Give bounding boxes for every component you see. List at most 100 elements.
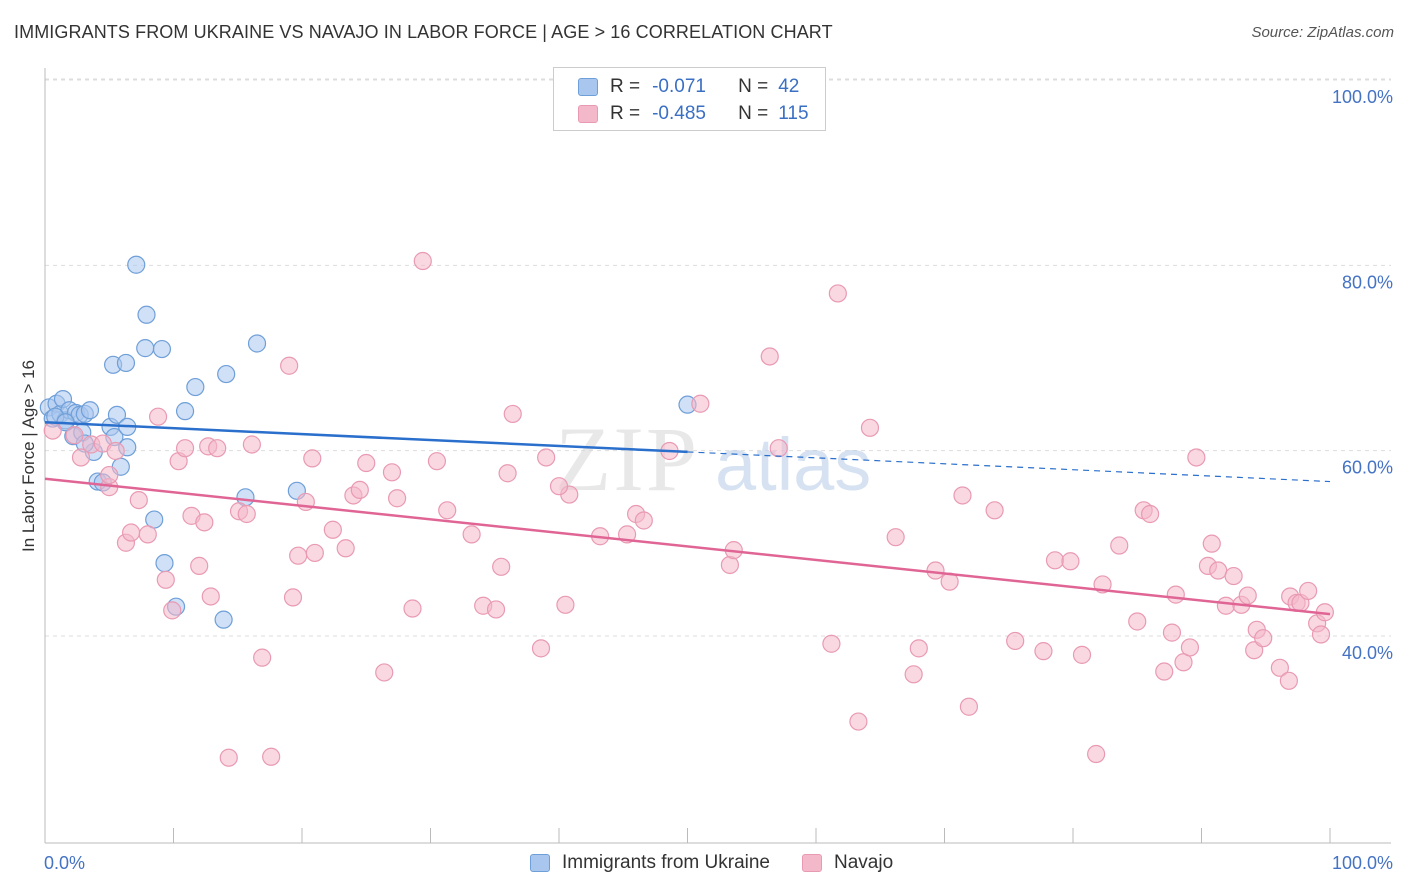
navajo-point <box>1202 534 1221 553</box>
navajo-swatch <box>578 105 598 123</box>
navajo-point <box>1045 551 1065 570</box>
navajo-point <box>1034 642 1053 661</box>
navajo-point <box>909 639 928 658</box>
navajo-point <box>129 491 148 510</box>
navajo-point <box>138 525 157 544</box>
navajo-point <box>1209 561 1228 580</box>
navajo-point <box>860 418 880 437</box>
navajo-point <box>926 561 945 580</box>
navajo-point <box>195 513 214 532</box>
navajo-point <box>350 480 369 500</box>
navajo-point <box>43 421 62 440</box>
navajo-point <box>175 439 195 458</box>
navajo-point <box>1238 586 1257 605</box>
navajo-point <box>1311 625 1331 644</box>
chart-title: IMMIGRANTS FROM UKRAINE VS NAVAJO IN LAB… <box>14 22 833 42</box>
navajo-point <box>438 501 457 520</box>
navajo-point <box>303 449 322 468</box>
ukraine-point <box>175 402 195 421</box>
navajo-point <box>208 439 227 458</box>
navajo-point <box>219 748 238 767</box>
navajo-point <box>289 546 308 565</box>
legend-ukraine-swatch <box>530 854 550 872</box>
ukraine-point <box>127 255 146 274</box>
navajo-point <box>498 464 517 483</box>
navajo-point <box>1072 645 1092 664</box>
navajo-point <box>556 595 575 614</box>
r-label: R = <box>610 103 641 124</box>
navajo-trend-line <box>44 477 1331 616</box>
chart-source: Source: ZipAtlas.com <box>1251 24 1394 41</box>
navajo-point <box>403 599 422 618</box>
n-label: N = <box>738 76 769 97</box>
legend-ukraine-label: Immigrants from Ukraine <box>562 852 770 873</box>
navajo-point <box>262 747 281 766</box>
series-navajo <box>43 251 1334 767</box>
trend-lines <box>44 421 1331 616</box>
navajo-point <box>503 404 522 424</box>
navajo-point <box>1140 504 1160 524</box>
navajo-point <box>492 557 511 576</box>
navajo-point <box>537 448 556 467</box>
ukraine-point <box>116 353 136 373</box>
navajo-point <box>106 441 125 461</box>
navajo-point <box>1270 658 1289 677</box>
x-tick-label-max: 100.0% <box>1332 853 1393 873</box>
navajo-point <box>387 489 407 508</box>
ukraine-trend-extension <box>687 451 1331 483</box>
navajo-point <box>305 543 324 563</box>
navajo-point <box>1162 623 1182 642</box>
y-tick-label: 100.0% <box>1332 87 1393 107</box>
navajo-point <box>849 712 868 731</box>
y-tick-label: 40.0% <box>1342 643 1393 663</box>
watermark: ZIP atlas <box>555 408 871 510</box>
ukraine-point <box>214 610 233 629</box>
navajo-point <box>100 465 119 485</box>
series-legend: Immigrants from Ukraine Navajo <box>530 852 925 874</box>
y-tick-label: 80.0% <box>1342 272 1393 292</box>
navajo-point <box>65 426 84 445</box>
ukraine-point <box>217 364 236 384</box>
y-tick-label: 60.0% <box>1342 458 1393 478</box>
stats-legend: R = -0.071 N = 42 R = -0.485 N = 115 <box>553 67 826 131</box>
navajo-point <box>953 486 972 505</box>
navajo-point <box>375 663 394 682</box>
navajo-point <box>1299 581 1318 601</box>
grid-lines: 40.0% 60.0% 80.0% 100.0% <box>45 78 1393 663</box>
legend-row-navajo: R = -0.485 N = 115 <box>578 101 809 127</box>
navajo-point <box>280 356 299 375</box>
navajo-point <box>531 639 551 658</box>
ukraine-r-value: -0.071 <box>652 76 706 97</box>
r-label: R = <box>610 76 641 97</box>
navajo-point <box>886 528 905 547</box>
legend-item-ukraine: Immigrants from Ukraine <box>530 852 770 874</box>
navajo-point <box>1187 448 1206 467</box>
navajo-n-value: 115 <box>778 103 809 124</box>
navajo-point <box>462 525 481 544</box>
ukraine-point <box>137 305 156 324</box>
ukraine-point <box>80 401 100 420</box>
y-axis-label: In Labor Force | Age > 16 <box>19 360 38 552</box>
navajo-point <box>148 407 168 426</box>
x-tick-label-min: 0.0% <box>44 853 85 873</box>
ukraine-n-value: 42 <box>778 76 800 97</box>
legend-navajo-swatch <box>802 854 822 872</box>
ukraine-point <box>155 554 174 573</box>
navajo-r-value: -0.485 <box>652 103 706 124</box>
legend-row-ukraine: R = -0.071 N = 42 <box>578 74 799 100</box>
navajo-point <box>237 504 256 524</box>
navajo-point <box>486 600 506 619</box>
navajo-point <box>1254 629 1273 648</box>
navajo-point <box>382 463 402 482</box>
navajo-point <box>1155 662 1174 681</box>
navajo-point <box>549 477 569 496</box>
ukraine-trend-line <box>44 421 688 454</box>
navajo-point <box>1110 536 1129 555</box>
navajo-point <box>1180 638 1200 657</box>
navajo-point <box>242 435 261 454</box>
navajo-point <box>201 587 220 606</box>
navajo-point <box>156 570 175 589</box>
axes <box>44 68 1391 844</box>
navajo-point <box>1087 744 1106 764</box>
